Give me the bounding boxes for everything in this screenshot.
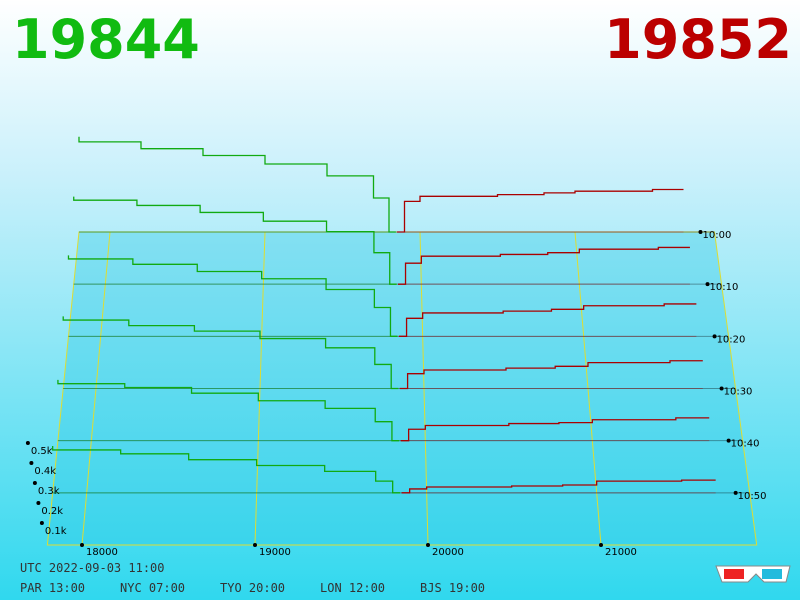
tick-mark xyxy=(32,481,37,485)
y-tick-label: 0.1k xyxy=(45,526,67,537)
z-tick-label: 10:00 xyxy=(703,230,732,241)
bids-depth-line xyxy=(62,316,399,390)
x-tick-label: 20000 xyxy=(432,547,464,558)
y-tick-label: 0.4k xyxy=(34,466,56,477)
bids-depth-line xyxy=(73,196,397,285)
city-clock: TYO 20:00 xyxy=(220,581,285,595)
3d-glasses-icon xyxy=(715,565,791,583)
x-tick-label: 18000 xyxy=(86,547,118,558)
tick-mark xyxy=(426,543,430,547)
city-clock: NYC 07:00 xyxy=(120,581,185,595)
z-tick-label: 10:30 xyxy=(724,387,753,398)
tick-mark xyxy=(36,501,41,505)
bids-depth-line xyxy=(52,446,401,494)
tick-mark xyxy=(712,334,717,339)
grid-line xyxy=(574,231,602,546)
utc-clock: UTC 2022-09-03 11:00 xyxy=(20,561,165,575)
tick-mark xyxy=(705,282,710,287)
grid-line xyxy=(81,231,111,546)
y-tick-label: 0.2k xyxy=(41,506,63,517)
city-clock: BJS 19:00 xyxy=(420,581,485,595)
asks-depth-line xyxy=(401,479,716,494)
grid-line xyxy=(254,231,266,546)
z-tick-label: 10:50 xyxy=(738,491,767,502)
ask-price: 19852 xyxy=(604,8,792,71)
asks-depth-line xyxy=(400,417,710,442)
city-clock: LON 12:00 xyxy=(320,581,385,595)
y-tick-label: 0.5k xyxy=(31,446,53,457)
tick-mark xyxy=(29,461,34,465)
asks-depth-line xyxy=(398,303,697,337)
bids-depth-line xyxy=(57,379,400,442)
y-tick-label: 0.3k xyxy=(38,486,60,497)
asks-depth-line xyxy=(397,188,684,233)
z-tick-label: 10:20 xyxy=(717,334,746,345)
asks-depth-line xyxy=(399,360,703,390)
grid-line xyxy=(419,231,429,546)
bids-depth-line xyxy=(67,255,398,337)
tick-mark xyxy=(698,230,703,234)
z-tick-label: 10:10 xyxy=(710,282,739,293)
tick-mark xyxy=(39,521,44,525)
asks-depth-line xyxy=(397,246,690,285)
tick-mark xyxy=(733,490,738,495)
city-clocks: PAR 13:00 NYC 07:00 TYO 20:00 LON 12:00 BJS … xyxy=(20,581,485,595)
tick-mark xyxy=(599,543,603,547)
tick-mark xyxy=(25,441,30,445)
tick-mark xyxy=(253,543,257,547)
city-clock: PAR 13:00 xyxy=(20,581,85,595)
plot: 18000 19000 20000 21000 10:00 10:10 10:20 10:30… xyxy=(25,136,767,558)
tick-mark xyxy=(80,543,84,547)
x-tick-label: 19000 xyxy=(259,547,291,558)
z-tick-label: 10:40 xyxy=(731,439,760,450)
bids-depth-line xyxy=(78,136,396,233)
tick-mark xyxy=(726,438,731,443)
tick-mark xyxy=(719,386,724,391)
bid-price: 19844 xyxy=(12,8,200,71)
x-tick-label: 21000 xyxy=(605,547,637,558)
